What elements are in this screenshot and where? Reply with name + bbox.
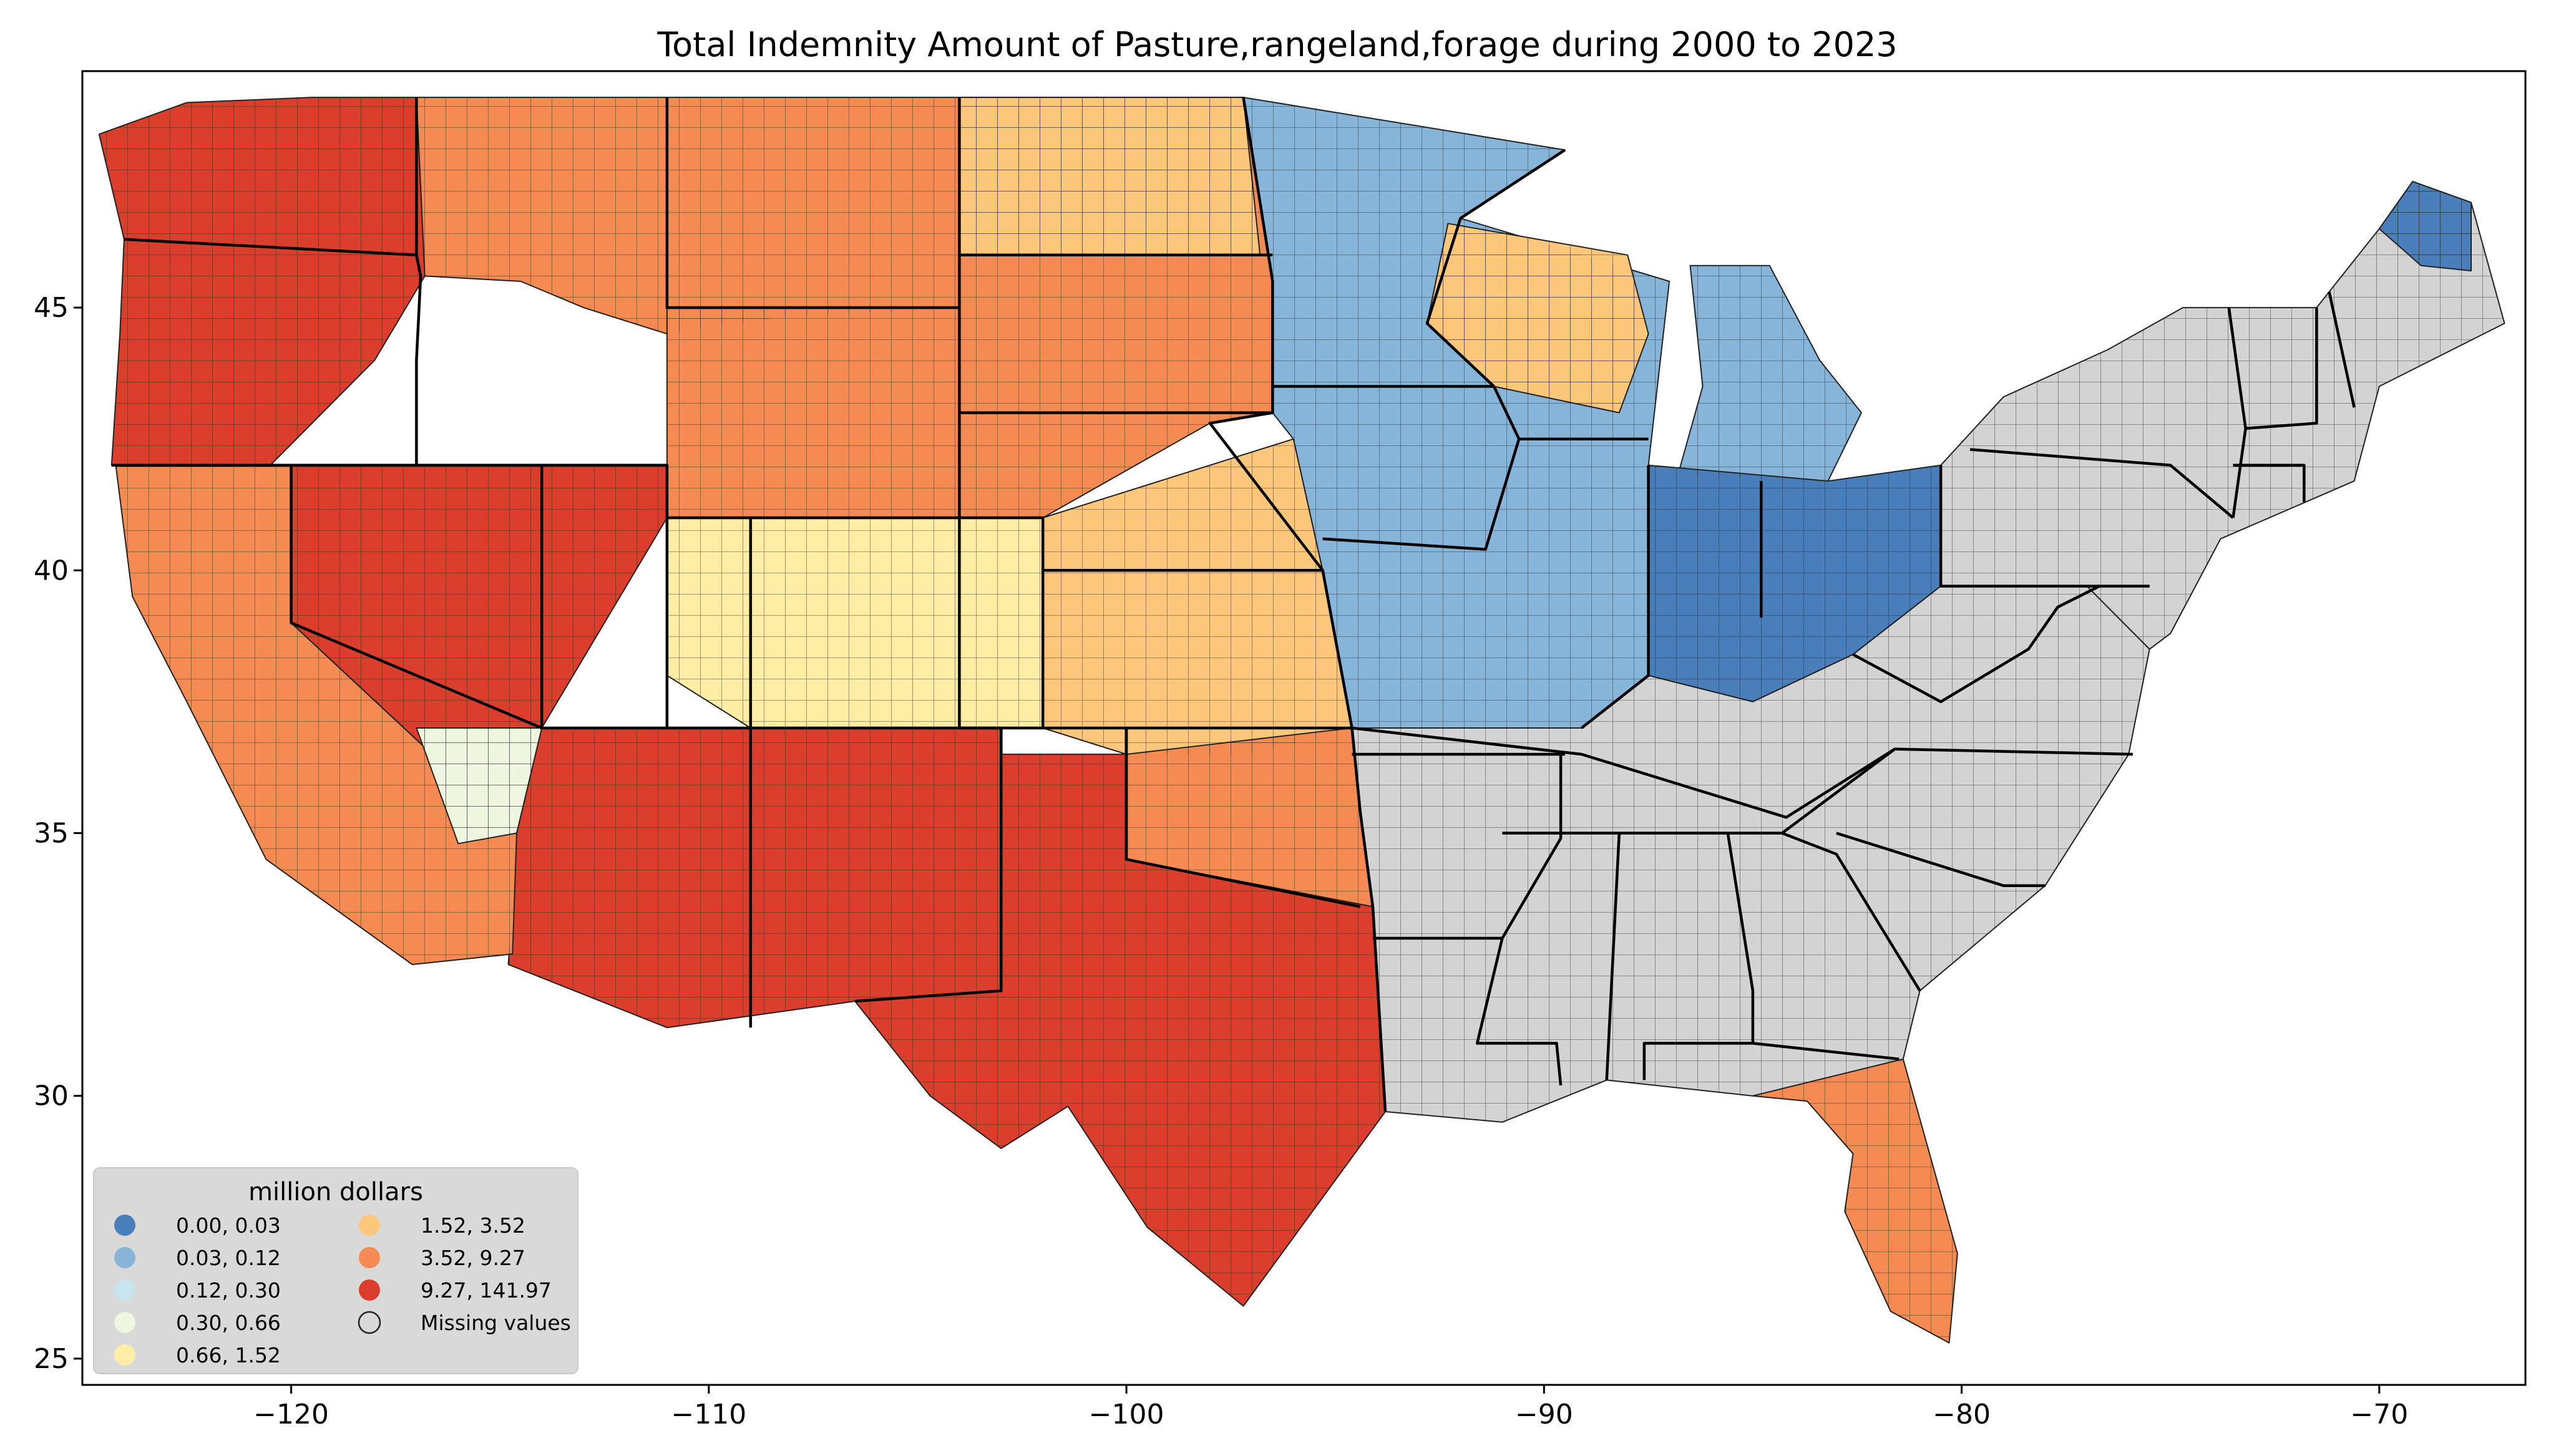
state-line-2 [415, 97, 422, 465]
legend-label: 0.00, 0.03 [176, 1213, 281, 1238]
legend: million dollars 0.00, 0.03 0.03, 0.12 0.12… [93, 1167, 578, 1374]
county-grid-6 [115, 465, 517, 965]
legend-entries: 0.00, 0.03 0.03, 0.12 0.12, 0.30 0.30, 0.66… [114, 1213, 571, 1367]
y-tick-label: 40 [34, 555, 69, 586]
y-tick-label: 35 [34, 817, 69, 849]
state-line-33 [2233, 463, 2306, 502]
county-grid-15 [1752, 1059, 1958, 1343]
legend-label: 0.30, 0.66 [176, 1311, 281, 1335]
state-line-9 [1124, 728, 1361, 908]
county-grid-3 [666, 308, 960, 518]
state-line-6 [542, 726, 2133, 819]
x-axis: −120 −110 −100 −90 −80 −70 [253, 1385, 2408, 1430]
state-line-21 [1969, 448, 2234, 519]
legend-swatch [114, 1247, 135, 1268]
legend-label: 9.27, 141.97 [421, 1278, 552, 1303]
county-grid-9 [855, 754, 1385, 1306]
y-axis: 25 30 35 40 45 [34, 292, 82, 1375]
state-line-15 [1322, 386, 1521, 551]
y-tick-label: 45 [34, 292, 69, 324]
state-line-16 [1425, 148, 1566, 388]
county-grid-12 [1677, 265, 1861, 482]
x-tick-label: −110 [671, 1399, 746, 1430]
state-line-29 [1836, 832, 2046, 887]
county-grid-10 [1126, 728, 1373, 907]
legend-label: Missing values [421, 1311, 571, 1335]
legend-swatch [358, 1311, 381, 1334]
chart-title: Total Indemnity Amount of Pasture,rangel… [656, 25, 1897, 64]
legend-swatch [114, 1344, 135, 1366]
county-grid-14 [1352, 586, 2150, 1122]
x-tick-label: −70 [2350, 1399, 2408, 1430]
county-grid-2 [291, 465, 667, 833]
county-grid-4 [666, 518, 1043, 728]
county-grid-18 [959, 97, 1261, 255]
state-line-10 [1208, 97, 1387, 1112]
county-grid-5 [508, 728, 1002, 1028]
y-tick-label: 25 [34, 1343, 69, 1375]
x-tick-label: −80 [1933, 1399, 1991, 1430]
state-line-34 [1852, 585, 2100, 704]
state-line-27 [1752, 1042, 1900, 1060]
plot-frame [81, 70, 2527, 1386]
state-line-5 [290, 465, 544, 730]
x-tick-label: −90 [1515, 1399, 1573, 1430]
legend-label: 3.52, 9.27 [421, 1246, 525, 1270]
legend-box [93, 1167, 578, 1374]
county-grid-20 [416, 728, 542, 844]
legend-title: million dollars [248, 1178, 423, 1206]
state-boundaries [111, 97, 2356, 1112]
y-tick-label: 30 [34, 1080, 69, 1112]
state-line-3 [665, 97, 961, 309]
legend-swatch [359, 1247, 380, 1268]
county-grid-19 [1427, 223, 1649, 413]
county-grid-17 [2379, 181, 2471, 271]
legend-label: 1.52, 3.52 [421, 1213, 525, 1238]
legend-label: 0.03, 0.12 [176, 1246, 281, 1270]
county-boundaries [99, 97, 2505, 1343]
state-line-35 [1475, 754, 1563, 1086]
legend-swatch [114, 1312, 135, 1333]
state-line-24 [1502, 747, 1896, 835]
x-tick-label: −100 [1089, 1399, 1164, 1430]
state-line-25 [1605, 833, 1621, 1080]
legend-swatch [359, 1215, 380, 1236]
state-line-31 [2245, 308, 2318, 430]
legend-label: 0.66, 1.52 [176, 1343, 281, 1367]
county-grid-0 [99, 97, 425, 465]
state-line-32 [2328, 291, 2356, 408]
legend-swatch [114, 1279, 135, 1301]
county-grid-1 [416, 97, 960, 334]
state-line-18 [1581, 465, 1650, 729]
legend-swatch [114, 1215, 135, 1236]
x-tick-label: −120 [253, 1399, 329, 1430]
county-grid-13 [1648, 465, 1941, 702]
legend-label: 0.12, 0.30 [176, 1278, 281, 1303]
legend-swatch [359, 1279, 380, 1301]
state-line-20 [1939, 465, 2150, 588]
state-line-28 [1781, 832, 1921, 992]
county-grid-8 [1043, 439, 1352, 755]
county-grid-16 [1941, 181, 2505, 649]
